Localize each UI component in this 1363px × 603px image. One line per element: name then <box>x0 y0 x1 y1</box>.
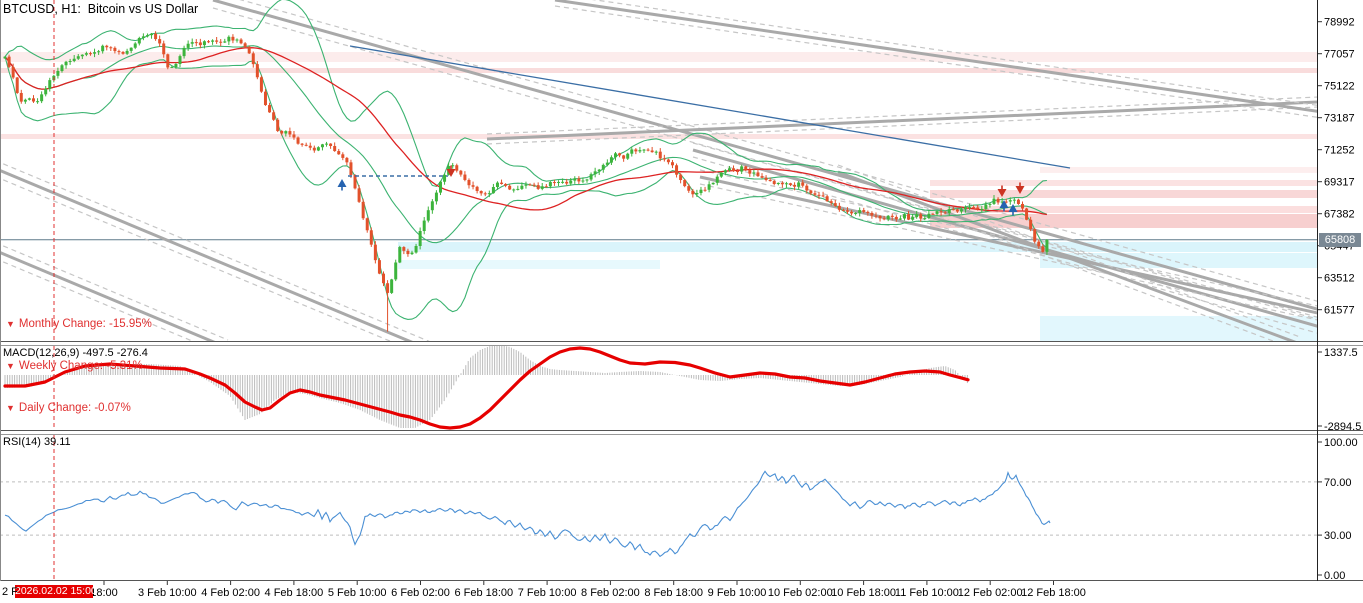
weekly-change-row: ▼ Weekly Change: -5.31% <box>6 359 152 373</box>
buy-arrow-icon <box>999 200 1009 208</box>
main-panel[interactable] <box>0 0 1363 364</box>
panel-frame <box>0 0 1363 581</box>
down-triangle-icon: ▼ <box>6 403 15 413</box>
time-tick-label: 9 Feb 10:00 <box>708 587 767 599</box>
time-tick-label: 4 Feb 18:00 <box>265 587 324 599</box>
rsi-panel[interactable] <box>0 435 1317 580</box>
down-triangle-icon: ▼ <box>6 361 15 371</box>
time-tick-label: 12 Feb 18:00 <box>1021 587 1086 599</box>
buy-arrow-icon <box>1008 204 1018 212</box>
price-axis[interactable]: 7899277057751227318771252693176738265447… <box>1317 17 1361 582</box>
sell-arrow-icon <box>446 169 456 177</box>
svg-text:63512: 63512 <box>1324 273 1355 285</box>
time-tick-label: 12 Feb 02:00 <box>958 587 1023 599</box>
daily-change-row: ▼ Daily Change: -0.07% <box>6 401 152 415</box>
svg-text:71252: 71252 <box>1324 145 1355 157</box>
sell-arrow-icon <box>1015 186 1025 194</box>
time-tick-label: 4 Feb 02:00 <box>201 587 260 599</box>
time-tick-label: 6 Feb 18:00 <box>454 587 513 599</box>
current-price-badge: 65808 <box>1319 233 1361 247</box>
change-stats: ▼ Monthly Change: -15.95% ▼ Weekly Change:… <box>6 289 152 443</box>
time-tick-label: 10 Feb 02:00 <box>768 587 833 599</box>
time-axis[interactable]: 18:00 3 Feb 10:00 4 Feb 02:00 4 Feb 18:00 5 … <box>90 581 1086 599</box>
svg-text:0.00: 0.00 <box>1324 570 1345 582</box>
time-tick-label: 7 Feb 10:00 <box>518 587 577 599</box>
svg-text:75122: 75122 <box>1324 81 1355 93</box>
time-axis-partial-label: 2 F <box>2 586 18 598</box>
macd-signal-line <box>3 346 970 430</box>
time-tick-label: 6 Feb 02:00 <box>391 587 450 599</box>
weekly-change-text: Weekly Change: -5.31% <box>18 360 143 372</box>
down-triangle-icon: ▼ <box>6 319 15 329</box>
svg-text:78992: 78992 <box>1324 17 1355 29</box>
svg-text:1337.5: 1337.5 <box>1324 347 1358 359</box>
buy-arrow-icon <box>337 179 347 187</box>
svg-text:77057: 77057 <box>1324 49 1355 61</box>
svg-text:70.00: 70.00 <box>1324 477 1352 489</box>
svg-text:-2894.5: -2894.5 <box>1324 421 1361 433</box>
chart-title: BTCUSD, H1: Bitcoin vs US Dollar <box>3 2 199 16</box>
time-cursor-badge: 2026.02.02 15:00 <box>15 585 97 598</box>
candles <box>3 31 1049 332</box>
svg-text:69317: 69317 <box>1324 177 1355 189</box>
trend-lines <box>0 0 1317 341</box>
time-tick-label: 18:00 <box>90 587 118 599</box>
rsi-line <box>4 470 1051 558</box>
macd-indicator-label: MACD(12,26,9) -497.5 -276.4 <box>3 347 148 359</box>
svg-text:73187: 73187 <box>1324 113 1355 125</box>
monthly-change-row: ▼ Monthly Change: -15.95% <box>6 317 152 331</box>
time-tick-label: 8 Feb 18:00 <box>644 587 703 599</box>
sell-arrow-icon <box>997 189 1007 197</box>
time-tick-label: 3 Feb 10:00 <box>138 587 197 599</box>
time-tick-label: 8 Feb 02:00 <box>581 587 640 599</box>
blue-trend-line <box>349 45 1071 169</box>
trade-markers <box>337 165 1025 216</box>
svg-text:67382: 67382 <box>1324 209 1355 221</box>
rsi-indicator-label: RSI(14) 39.11 <box>3 436 71 448</box>
time-tick-label: 11 Feb 10:00 <box>895 587 959 599</box>
time-tick-label: 5 Feb 10:00 <box>328 587 387 599</box>
svg-text:30.00: 30.00 <box>1324 530 1352 542</box>
svg-text:61577: 61577 <box>1324 305 1355 317</box>
macd-panel[interactable] <box>0 345 1317 430</box>
time-tick-label: 10 Feb 18:00 <box>831 587 896 599</box>
support-zones <box>398 242 1317 341</box>
daily-change-text: Daily Change: -0.07% <box>18 402 131 414</box>
svg-text:100.00: 100.00 <box>1324 437 1358 449</box>
monthly-change-text: Monthly Change: -15.95% <box>18 318 152 330</box>
